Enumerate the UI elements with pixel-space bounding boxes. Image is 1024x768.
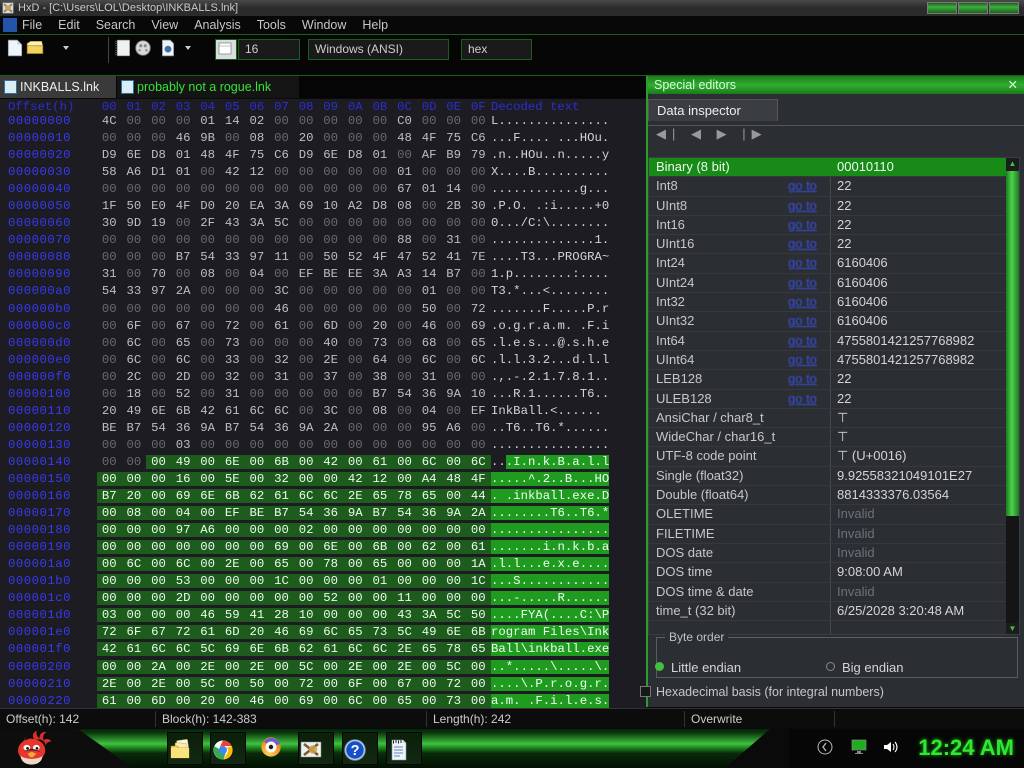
svg-text:?: ?	[351, 743, 360, 759]
